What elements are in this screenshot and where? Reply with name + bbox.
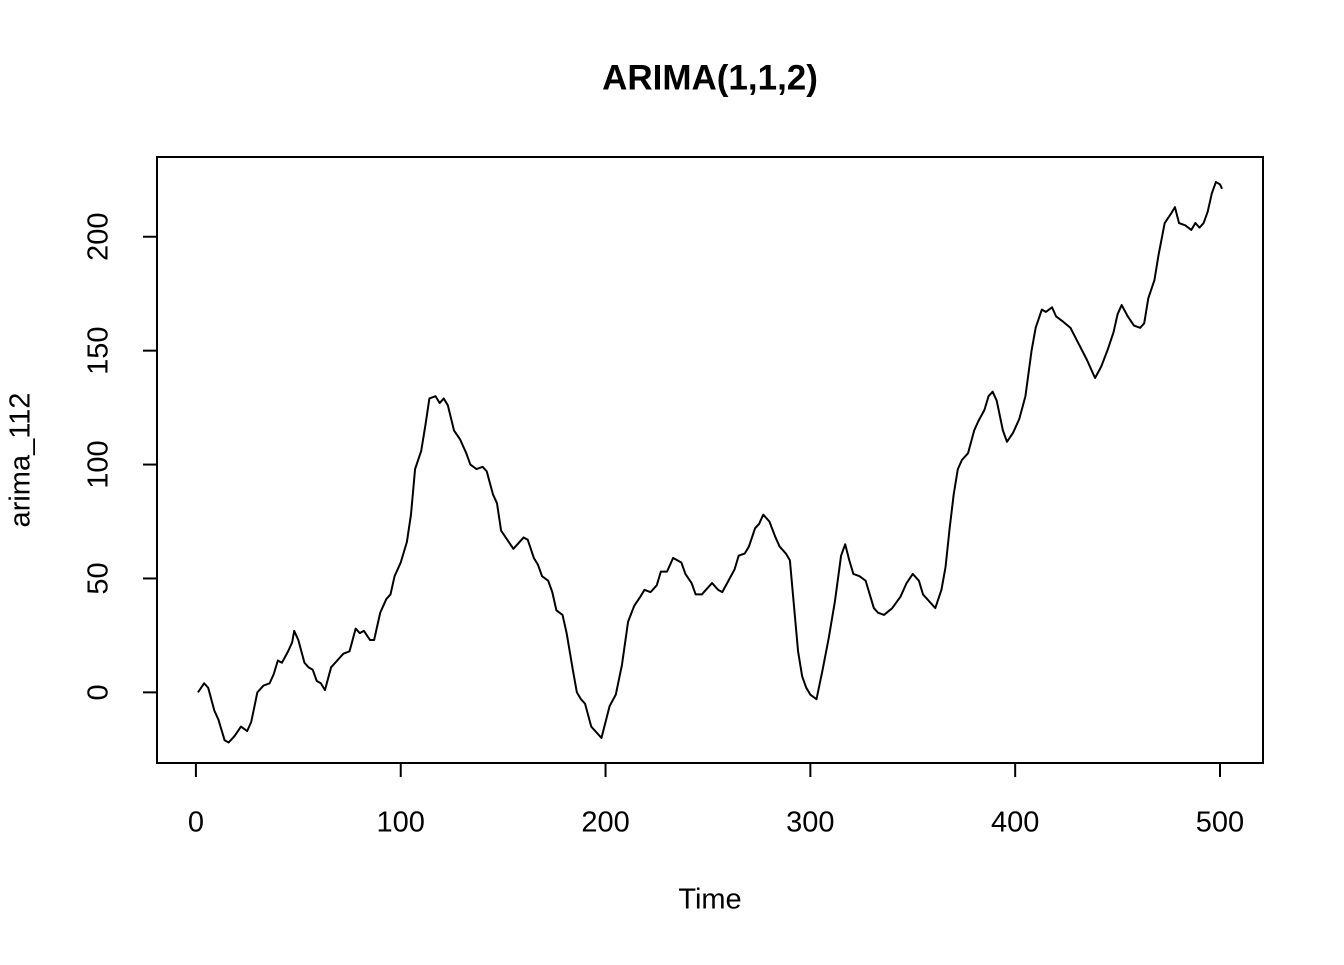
x-axis-label: Time bbox=[678, 884, 741, 916]
y-axis-label: arima_112 bbox=[5, 393, 37, 528]
x-tick-label: 100 bbox=[377, 807, 425, 839]
y-tick-label: 200 bbox=[83, 213, 115, 261]
x-tick-label: 300 bbox=[786, 807, 834, 839]
y-tick-label: 100 bbox=[83, 440, 115, 488]
y-tick-label: 150 bbox=[83, 326, 115, 374]
chart-title: ARIMA(1,1,2) bbox=[602, 58, 818, 97]
series-line bbox=[197, 181, 1223, 744]
y-tick-label: 0 bbox=[83, 684, 115, 700]
x-tick-label: 200 bbox=[581, 807, 629, 839]
x-tick-label: 500 bbox=[1196, 807, 1244, 839]
y-tick-label: 50 bbox=[83, 562, 115, 594]
x-tick-label: 400 bbox=[991, 807, 1039, 839]
x-tick-label: 0 bbox=[188, 807, 204, 839]
